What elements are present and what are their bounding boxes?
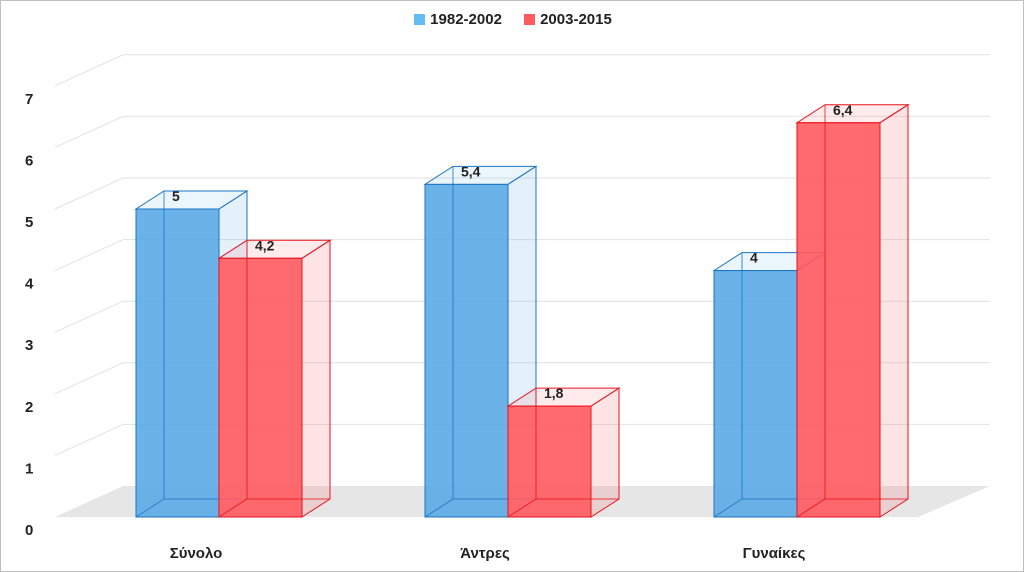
bar-side (301, 239, 331, 518)
bar (218, 257, 303, 518)
gridline (54, 423, 990, 456)
x-tick-label: Γυναίκες (743, 545, 806, 562)
y-tick-label: 6 (25, 152, 33, 169)
gridline (54, 362, 990, 395)
data-label: 4,2 (255, 237, 275, 253)
x-tick-label: Σύνολο (170, 545, 223, 562)
legend-label-series-1: 1982-2002 (430, 11, 502, 28)
y-tick-label: 1 (25, 460, 33, 477)
bar (796, 122, 881, 518)
gridline (54, 239, 990, 272)
bar (713, 270, 798, 518)
gridline (54, 115, 990, 148)
y-tick-label: 7 (25, 91, 33, 108)
y-tick-label: 3 (25, 337, 33, 354)
bar-side (590, 387, 620, 518)
y-tick-label: 0 (25, 522, 33, 539)
y-tick-label: 4 (25, 276, 34, 293)
legend-swatch-series-1 (414, 14, 426, 25)
legend-item-series-2: 2003-2015 (524, 11, 612, 28)
gridline (54, 177, 990, 210)
chart-legend: 1982-2002 2003-2015 (1, 11, 1024, 29)
data-label: 5,4 (461, 163, 481, 179)
data-label: 5 (172, 188, 180, 204)
gridline (54, 300, 990, 333)
legend-item-series-1: 1982-2002 (414, 11, 502, 28)
gridline (54, 54, 990, 87)
data-label: 6,4 (833, 102, 853, 118)
data-label: 1,8 (544, 385, 564, 401)
data-label: 4 (750, 250, 758, 266)
bar-side (879, 103, 909, 518)
y-tick-label: 2 (25, 399, 33, 416)
legend-label-series-2: 2003-2015 (540, 11, 612, 28)
x-tick-label: Άντρες (460, 545, 510, 562)
bar (135, 208, 220, 518)
y-tick-label: 5 (25, 214, 33, 231)
bar (507, 405, 592, 518)
legend-swatch-series-2 (524, 14, 536, 25)
bar (424, 183, 509, 518)
